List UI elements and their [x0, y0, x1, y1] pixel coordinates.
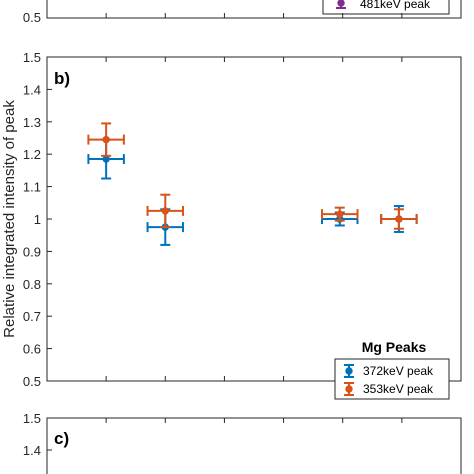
y-tick-label: 1.1 [23, 180, 41, 195]
legend-marker-353kev [344, 382, 354, 396]
panel-a-ytick-label: 0.5 [23, 10, 41, 25]
legend-title: Mg Peaks [362, 339, 427, 355]
data-point-marker [337, 0, 345, 7]
panel-b-label: b) [54, 69, 70, 88]
panel-b-legend-markers [344, 364, 354, 396]
panel-a-x-axis [105, 13, 403, 18]
legend-marker-481kev [336, 0, 346, 9]
series-353kev [87, 122, 418, 230]
legend-label-353kev: 353keV peak [363, 382, 434, 396]
panel-b-legend: Mg Peaks 372keV peak 353keV peak [334, 339, 450, 400]
panel-c-ytick-label: 1.5 [23, 411, 41, 426]
panel-b: 0.5 0.6 0.7 0.8 0.9 1 1.1 1.2 1.3 1.4 1.5 b) Relat… [1, 50, 462, 400]
data-point [321, 206, 359, 222]
panel-c-ytick-label: 1.4 [23, 443, 41, 458]
data-point [87, 122, 125, 157]
y-tick-label: 1 [34, 212, 41, 227]
data-point-marker [336, 210, 344, 218]
y-tick-label: 1.2 [23, 147, 41, 162]
legend-marker-481kev-point [336, 0, 346, 9]
data-point [380, 208, 418, 230]
panel-b-y-axis: 0.5 0.6 0.7 0.8 0.9 1 1.1 1.2 1.3 1.4 1.5 [23, 50, 52, 389]
y-tick-label: 1.4 [23, 82, 41, 97]
data-point-marker [345, 367, 353, 375]
legend-label-372kev: 372keV peak [363, 364, 434, 378]
data-point-marker [161, 207, 169, 215]
data-point-marker [345, 385, 353, 393]
panel-c-x-axis [105, 418, 403, 423]
data-point-marker [395, 215, 403, 223]
y-tick-label: 0.6 [23, 342, 41, 357]
y-tick-label: 1.5 [23, 50, 41, 65]
legend-label-481kev: 481keV peak [360, 0, 431, 11]
y-axis-title: Relative integrated intensity of peak [1, 100, 18, 338]
panel-a: 0.5 481keV peak [23, 0, 462, 25]
panel-a-legend: 481keV peak [322, 0, 450, 15]
data-point [146, 193, 185, 229]
y-tick-label: 0.9 [23, 244, 41, 259]
panel-b-data [87, 122, 418, 246]
panel-c-label: c) [54, 429, 69, 448]
panel-c: 1.5 1.4 c) [23, 411, 462, 474]
panel-c-axes-box [46, 417, 462, 474]
legend-marker-372kev [344, 364, 354, 378]
y-tick-label: 0.8 [23, 277, 41, 292]
panel-a-legend-box [322, 0, 450, 15]
y-tick-label: 0.7 [23, 309, 41, 324]
y-tick-label: 0.5 [23, 374, 41, 389]
y-tick-label: 1.3 [23, 115, 41, 130]
data-point-marker [102, 135, 110, 144]
